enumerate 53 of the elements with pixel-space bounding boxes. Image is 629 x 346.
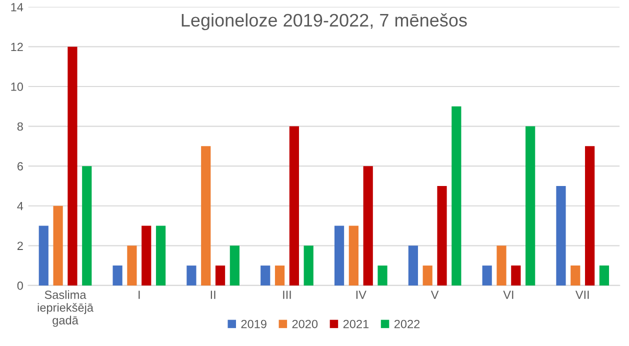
y-tick-label: 6 — [17, 162, 23, 170]
bar — [408, 246, 418, 286]
bar — [201, 146, 211, 286]
x-tick-label: IV — [356, 290, 366, 299]
bar — [599, 266, 610, 286]
x-tick-label: Saslima iepriekšējā gadā — [38, 290, 94, 327]
bar — [289, 126, 299, 286]
bar — [363, 166, 373, 286]
bar — [127, 246, 137, 286]
bar — [437, 186, 447, 286]
bar — [215, 266, 226, 286]
x-tick-label: I — [138, 290, 140, 299]
bar — [378, 266, 388, 286]
legend-label: 2020 — [292, 320, 318, 328]
bar — [526, 126, 536, 286]
bar — [585, 146, 595, 286]
chart-title: Legioneloze 2019-2022, 7 mēnešos — [182, 13, 467, 30]
x-tick-label: II — [210, 290, 216, 299]
x-tick-label: III — [283, 290, 291, 299]
bar — [496, 246, 506, 286]
bar — [556, 186, 566, 286]
legend-label: 2019 — [241, 320, 266, 328]
bar — [68, 46, 78, 286]
bar — [511, 266, 521, 286]
bar — [570, 266, 580, 286]
bar — [334, 226, 344, 286]
bar — [142, 226, 152, 286]
x-tick-label: VI — [503, 290, 514, 299]
y-tick-label: 2 — [17, 242, 23, 250]
y-tick-label: 14 — [11, 3, 24, 12]
bar — [186, 266, 196, 286]
bar — [422, 266, 432, 286]
bar — [304, 246, 314, 286]
bar — [452, 106, 462, 286]
bar — [348, 226, 358, 286]
bar — [230, 246, 240, 286]
legend-label: 2021 — [343, 320, 369, 328]
bar — [260, 266, 270, 286]
y-tick-label: 12 — [11, 42, 23, 51]
bar — [274, 266, 285, 286]
x-tick-label: V — [430, 290, 439, 299]
bar — [82, 166, 92, 286]
bar — [38, 226, 48, 286]
bar — [482, 266, 492, 286]
y-tick-label: 8 — [17, 122, 23, 131]
legend-label: 2022 — [394, 320, 420, 328]
y-tick-label: 4 — [17, 202, 24, 210]
y-tick-label: 0 — [17, 281, 23, 290]
bar — [53, 206, 63, 286]
y-tick-label: 10 — [11, 82, 23, 91]
bar — [112, 266, 122, 286]
bar — [156, 226, 166, 286]
x-tick-label: VII — [575, 290, 589, 299]
